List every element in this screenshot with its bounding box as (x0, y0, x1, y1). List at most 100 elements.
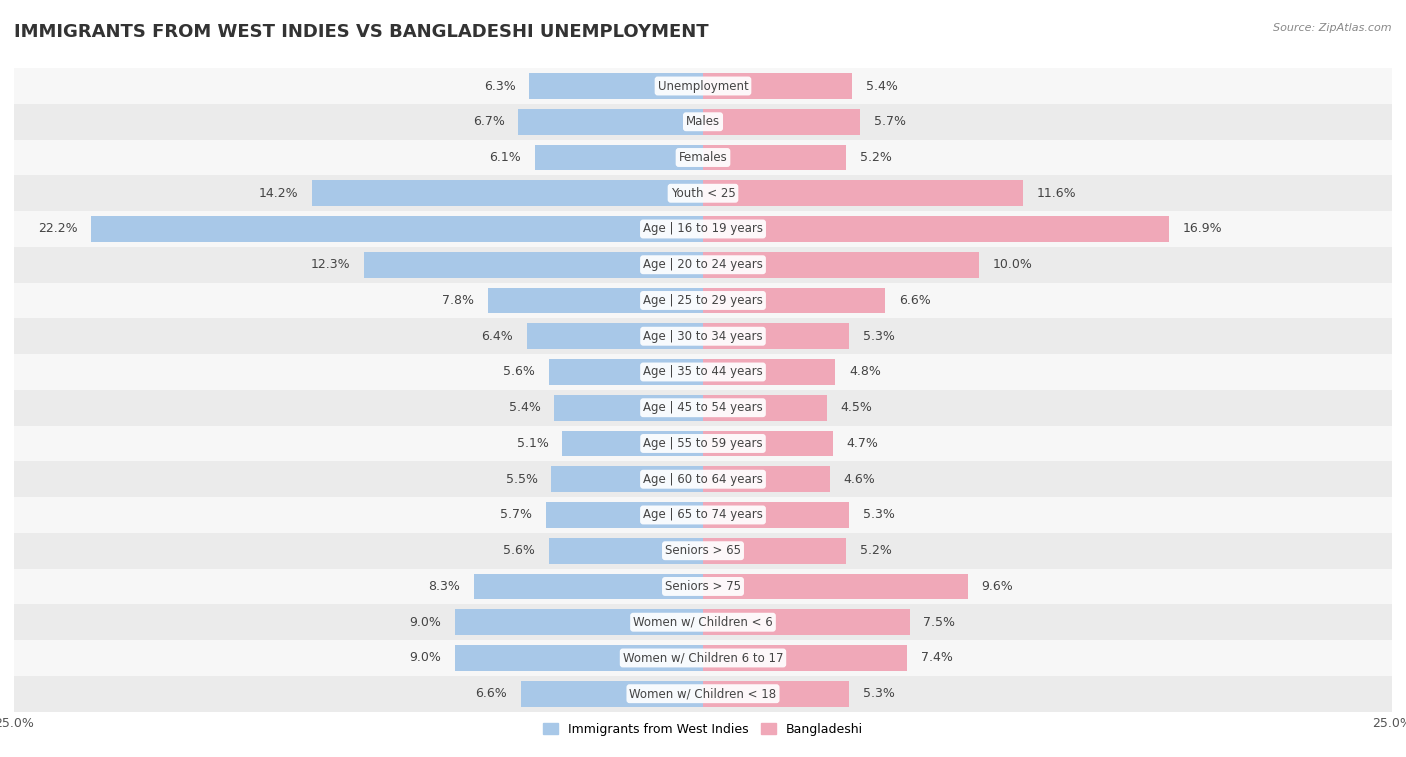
Text: 6.1%: 6.1% (489, 151, 522, 164)
Text: 8.3%: 8.3% (429, 580, 461, 593)
Bar (14, 139, 1392, 176)
Text: 5.7%: 5.7% (875, 115, 905, 128)
Bar (703, 359, 835, 385)
Text: Women w/ Children 6 to 17: Women w/ Children 6 to 17 (623, 652, 783, 665)
Bar (14, 461, 1392, 497)
Text: 6.3%: 6.3% (484, 79, 516, 92)
Text: Youth < 25: Youth < 25 (671, 187, 735, 200)
Text: 6.7%: 6.7% (472, 115, 505, 128)
Text: 5.6%: 5.6% (503, 366, 534, 378)
Text: Females: Females (679, 151, 727, 164)
Text: 5.3%: 5.3% (863, 687, 894, 700)
Bar (14, 211, 1392, 247)
Bar (364, 252, 703, 278)
Text: 12.3%: 12.3% (311, 258, 350, 271)
Bar (14, 354, 1392, 390)
Text: Age | 16 to 19 years: Age | 16 to 19 years (643, 223, 763, 235)
Text: Age | 55 to 59 years: Age | 55 to 59 years (643, 437, 763, 450)
Text: Seniors > 65: Seniors > 65 (665, 544, 741, 557)
Text: Age | 45 to 54 years: Age | 45 to 54 years (643, 401, 763, 414)
Bar (14, 176, 1392, 211)
Bar (548, 538, 703, 563)
Bar (703, 73, 852, 99)
Bar (456, 645, 703, 671)
Bar (703, 145, 846, 170)
Text: Age | 30 to 34 years: Age | 30 to 34 years (643, 330, 763, 343)
Text: Women w/ Children < 18: Women w/ Children < 18 (630, 687, 776, 700)
Text: Age | 25 to 29 years: Age | 25 to 29 years (643, 294, 763, 307)
Legend: Immigrants from West Indies, Bangladeshi: Immigrants from West Indies, Bangladeshi (538, 718, 868, 740)
Text: 5.4%: 5.4% (866, 79, 897, 92)
Bar (548, 359, 703, 385)
Bar (456, 609, 703, 635)
Bar (14, 569, 1392, 604)
Text: 4.7%: 4.7% (846, 437, 879, 450)
Text: 5.2%: 5.2% (860, 151, 891, 164)
Text: Age | 20 to 24 years: Age | 20 to 24 years (643, 258, 763, 271)
Bar (14, 425, 1392, 461)
Text: 7.4%: 7.4% (921, 652, 953, 665)
Text: 4.6%: 4.6% (844, 472, 876, 486)
Bar (703, 466, 830, 492)
Bar (14, 604, 1392, 640)
Text: Source: ZipAtlas.com: Source: ZipAtlas.com (1274, 23, 1392, 33)
Text: Age | 60 to 64 years: Age | 60 to 64 years (643, 472, 763, 486)
Text: 5.3%: 5.3% (863, 330, 894, 343)
Text: 5.2%: 5.2% (860, 544, 891, 557)
Text: 16.9%: 16.9% (1182, 223, 1222, 235)
Bar (14, 390, 1392, 425)
Text: Age | 65 to 74 years: Age | 65 to 74 years (643, 509, 763, 522)
Bar (703, 217, 1168, 242)
Bar (519, 109, 703, 135)
Bar (14, 533, 1392, 569)
Bar (91, 217, 703, 242)
Text: Age | 35 to 44 years: Age | 35 to 44 years (643, 366, 763, 378)
Bar (14, 282, 1392, 319)
Text: 6.6%: 6.6% (898, 294, 931, 307)
Bar (703, 395, 827, 421)
Bar (703, 288, 884, 313)
Bar (703, 431, 832, 456)
Bar (312, 180, 703, 206)
Bar (562, 431, 703, 456)
Bar (14, 319, 1392, 354)
Bar (703, 323, 849, 349)
Bar (703, 645, 907, 671)
Text: 5.5%: 5.5% (506, 472, 537, 486)
Bar (546, 502, 703, 528)
Bar (551, 466, 703, 492)
Text: 7.5%: 7.5% (924, 615, 956, 629)
Text: 9.0%: 9.0% (409, 652, 441, 665)
Text: 5.1%: 5.1% (517, 437, 548, 450)
Bar (534, 145, 703, 170)
Text: 5.4%: 5.4% (509, 401, 540, 414)
Bar (14, 640, 1392, 676)
Text: IMMIGRANTS FROM WEST INDIES VS BANGLADESHI UNEMPLOYMENT: IMMIGRANTS FROM WEST INDIES VS BANGLADES… (14, 23, 709, 41)
Bar (703, 109, 860, 135)
Text: 6.6%: 6.6% (475, 687, 508, 700)
Text: 14.2%: 14.2% (259, 187, 298, 200)
Bar (703, 609, 910, 635)
Bar (530, 73, 703, 99)
Text: 5.3%: 5.3% (863, 509, 894, 522)
Bar (14, 247, 1392, 282)
Text: 9.6%: 9.6% (981, 580, 1014, 593)
Text: 5.7%: 5.7% (501, 509, 531, 522)
Text: 11.6%: 11.6% (1036, 187, 1076, 200)
Bar (488, 288, 703, 313)
Bar (703, 180, 1022, 206)
Text: 6.4%: 6.4% (481, 330, 513, 343)
Bar (14, 68, 1392, 104)
Text: Unemployment: Unemployment (658, 79, 748, 92)
Bar (522, 681, 703, 706)
Text: 4.5%: 4.5% (841, 401, 873, 414)
Text: 4.8%: 4.8% (849, 366, 882, 378)
Text: 5.6%: 5.6% (503, 544, 534, 557)
Text: 9.0%: 9.0% (409, 615, 441, 629)
Text: 22.2%: 22.2% (38, 223, 77, 235)
Bar (703, 681, 849, 706)
Bar (14, 104, 1392, 139)
Text: Women w/ Children < 6: Women w/ Children < 6 (633, 615, 773, 629)
Bar (703, 252, 979, 278)
Text: Males: Males (686, 115, 720, 128)
